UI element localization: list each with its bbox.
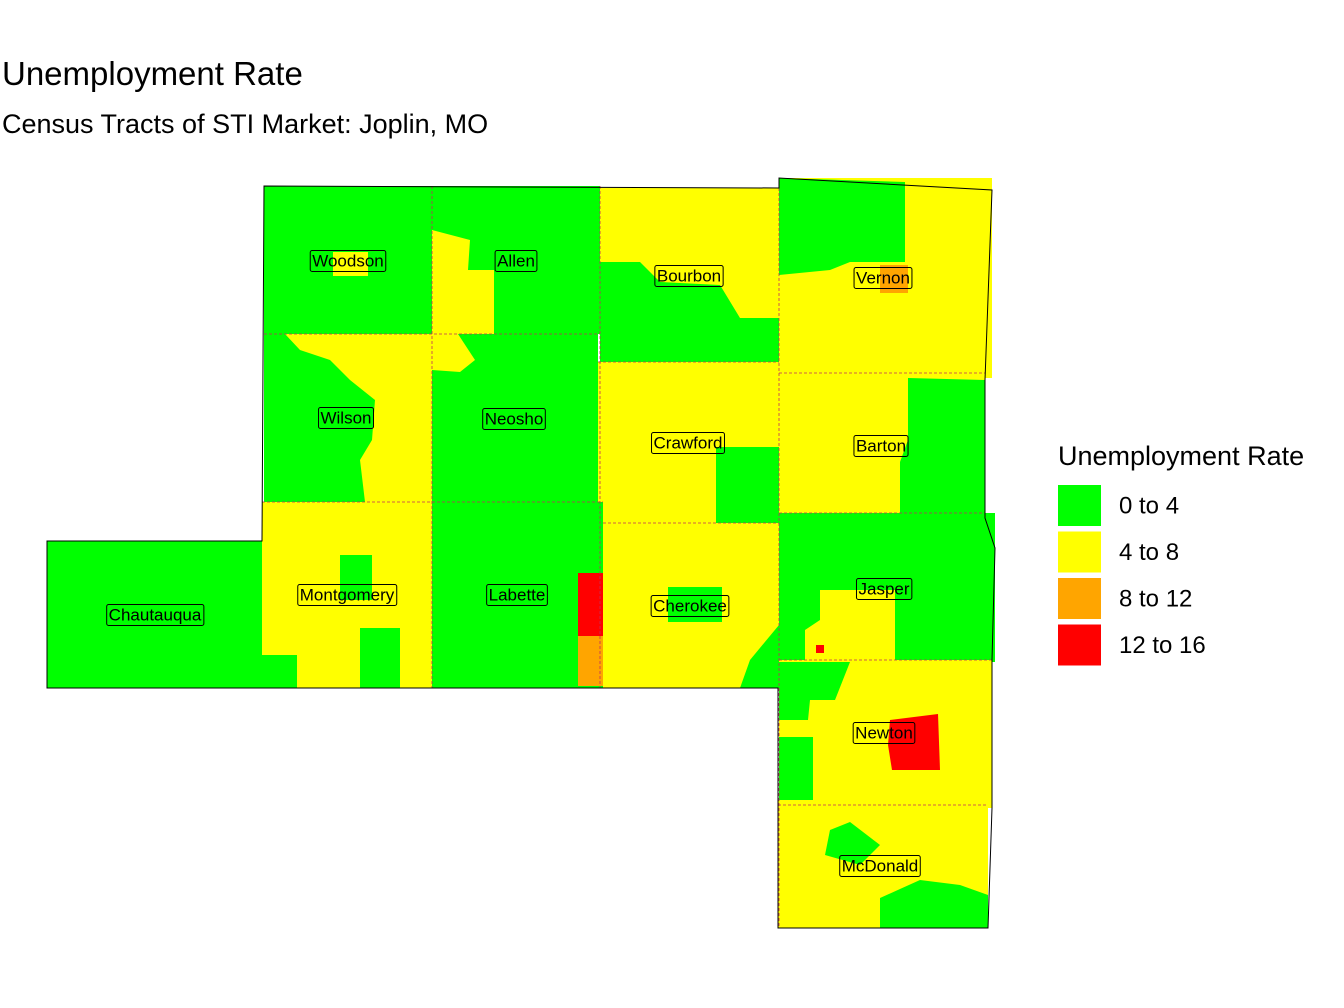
tract xyxy=(716,447,779,523)
tract xyxy=(432,502,603,688)
county-label: Newton xyxy=(855,723,913,742)
tract xyxy=(779,662,850,720)
county-label: Bourbon xyxy=(657,266,721,285)
tract xyxy=(360,628,400,688)
region-outline xyxy=(46,177,996,929)
tract xyxy=(47,541,264,688)
label-box xyxy=(494,249,538,272)
legend-label: 8 to 12 xyxy=(1119,585,1192,612)
label-box xyxy=(853,266,913,289)
tract xyxy=(900,378,985,518)
label-box xyxy=(853,434,909,457)
tract xyxy=(432,334,475,372)
tract xyxy=(285,334,432,502)
tract xyxy=(600,262,779,362)
label-box xyxy=(317,406,375,429)
county-labels: Woodson Allen Bourbon Vernon Wilson Neos… xyxy=(106,249,921,877)
tract xyxy=(578,573,603,636)
label-box xyxy=(654,264,724,287)
tract xyxy=(888,714,940,770)
label-box xyxy=(106,603,205,626)
legend-swatch xyxy=(1058,624,1101,666)
county-label: Woodson xyxy=(312,251,384,270)
legend-label: 4 to 8 xyxy=(1119,539,1179,566)
tract xyxy=(880,880,988,928)
legend-swatch xyxy=(1058,531,1101,573)
county-label: Jasper xyxy=(858,579,909,598)
legend-title: Unemployment Rate xyxy=(1058,441,1304,471)
label-box xyxy=(482,407,546,430)
tract xyxy=(825,822,880,865)
legend-swatch xyxy=(1058,578,1101,619)
label-box xyxy=(839,854,921,877)
county-label: Cherokee xyxy=(653,596,727,615)
label-box xyxy=(651,431,725,454)
tract xyxy=(740,625,779,688)
tract xyxy=(805,590,895,662)
map-shapes xyxy=(46,177,996,929)
legend: Unemployment Rate 0 to 4 4 to 8 8 to 12 12 … xyxy=(1058,441,1304,666)
tract xyxy=(578,636,603,686)
label-box xyxy=(309,249,387,272)
tract xyxy=(333,252,368,276)
label-box xyxy=(650,594,730,617)
tract xyxy=(816,645,824,653)
label-box xyxy=(297,583,398,606)
tract xyxy=(779,737,813,800)
county-label: Allen xyxy=(497,251,535,270)
county-label: Barton xyxy=(856,436,906,455)
tract xyxy=(432,230,494,334)
legend-label: 0 to 4 xyxy=(1119,492,1179,519)
label-box xyxy=(855,577,913,600)
county-label: Chautauqua xyxy=(109,605,202,624)
label-box xyxy=(486,583,548,606)
legend-label: 12 to 16 xyxy=(1119,632,1206,659)
county-label: Vernon xyxy=(856,268,910,287)
county-label: Crawford xyxy=(654,433,723,452)
county-label: Montgomery xyxy=(300,585,395,604)
subtitle: Census Tracts of STI Market: Joplin, MO xyxy=(2,109,488,139)
county-label: McDonald xyxy=(842,856,919,875)
legend-swatch xyxy=(1058,485,1101,526)
tract xyxy=(340,555,372,600)
county-label: Labette xyxy=(489,585,546,604)
county-label: Wilson xyxy=(320,408,371,427)
tract xyxy=(262,655,297,688)
county-label: Neosho xyxy=(485,409,544,428)
label-box xyxy=(852,721,916,744)
county-border xyxy=(262,178,992,928)
tract xyxy=(779,178,905,275)
title: Unemployment Rate xyxy=(2,55,303,92)
